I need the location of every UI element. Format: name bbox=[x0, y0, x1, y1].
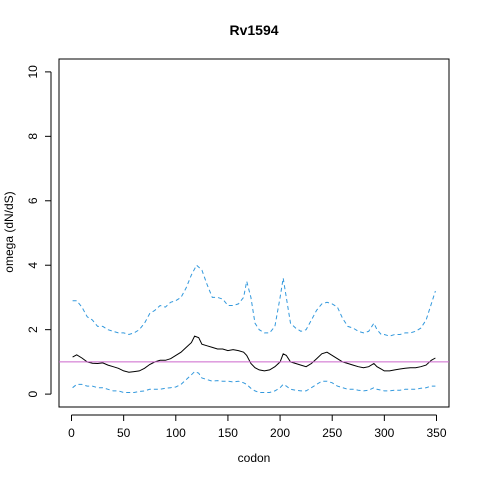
x-tick-label: 150 bbox=[218, 426, 238, 440]
x-axis-label: codon bbox=[238, 451, 271, 465]
y-tick-label: 2 bbox=[26, 326, 40, 333]
x-tick-label: 100 bbox=[166, 426, 186, 440]
x-tick-label: 50 bbox=[117, 426, 131, 440]
chart-title: Rv1594 bbox=[229, 22, 278, 38]
y-tick-label: 8 bbox=[26, 133, 40, 140]
plot-frame bbox=[59, 59, 449, 407]
y-tick-label: 4 bbox=[26, 262, 40, 269]
series-lower-bound bbox=[73, 372, 436, 393]
x-tick-label: 0 bbox=[68, 426, 75, 440]
x-tick-label: 200 bbox=[270, 426, 290, 440]
series-layer bbox=[73, 265, 436, 392]
x-axis: 0 50 100 150 200 250 300 350 bbox=[68, 415, 447, 440]
y-tick-label: 0 bbox=[26, 390, 40, 397]
y-tick-label: 6 bbox=[26, 197, 40, 204]
x-tick-label: 300 bbox=[374, 426, 394, 440]
x-tick-label: 350 bbox=[426, 426, 446, 440]
series-upper-bound bbox=[73, 265, 436, 336]
series-estimate bbox=[73, 336, 436, 372]
y-tick-label: 10 bbox=[26, 65, 40, 79]
x-tick-label: 250 bbox=[322, 426, 342, 440]
y-axis-label: omega (dN/dS) bbox=[2, 191, 16, 272]
y-axis: 0 2 4 6 8 10 bbox=[26, 65, 51, 398]
